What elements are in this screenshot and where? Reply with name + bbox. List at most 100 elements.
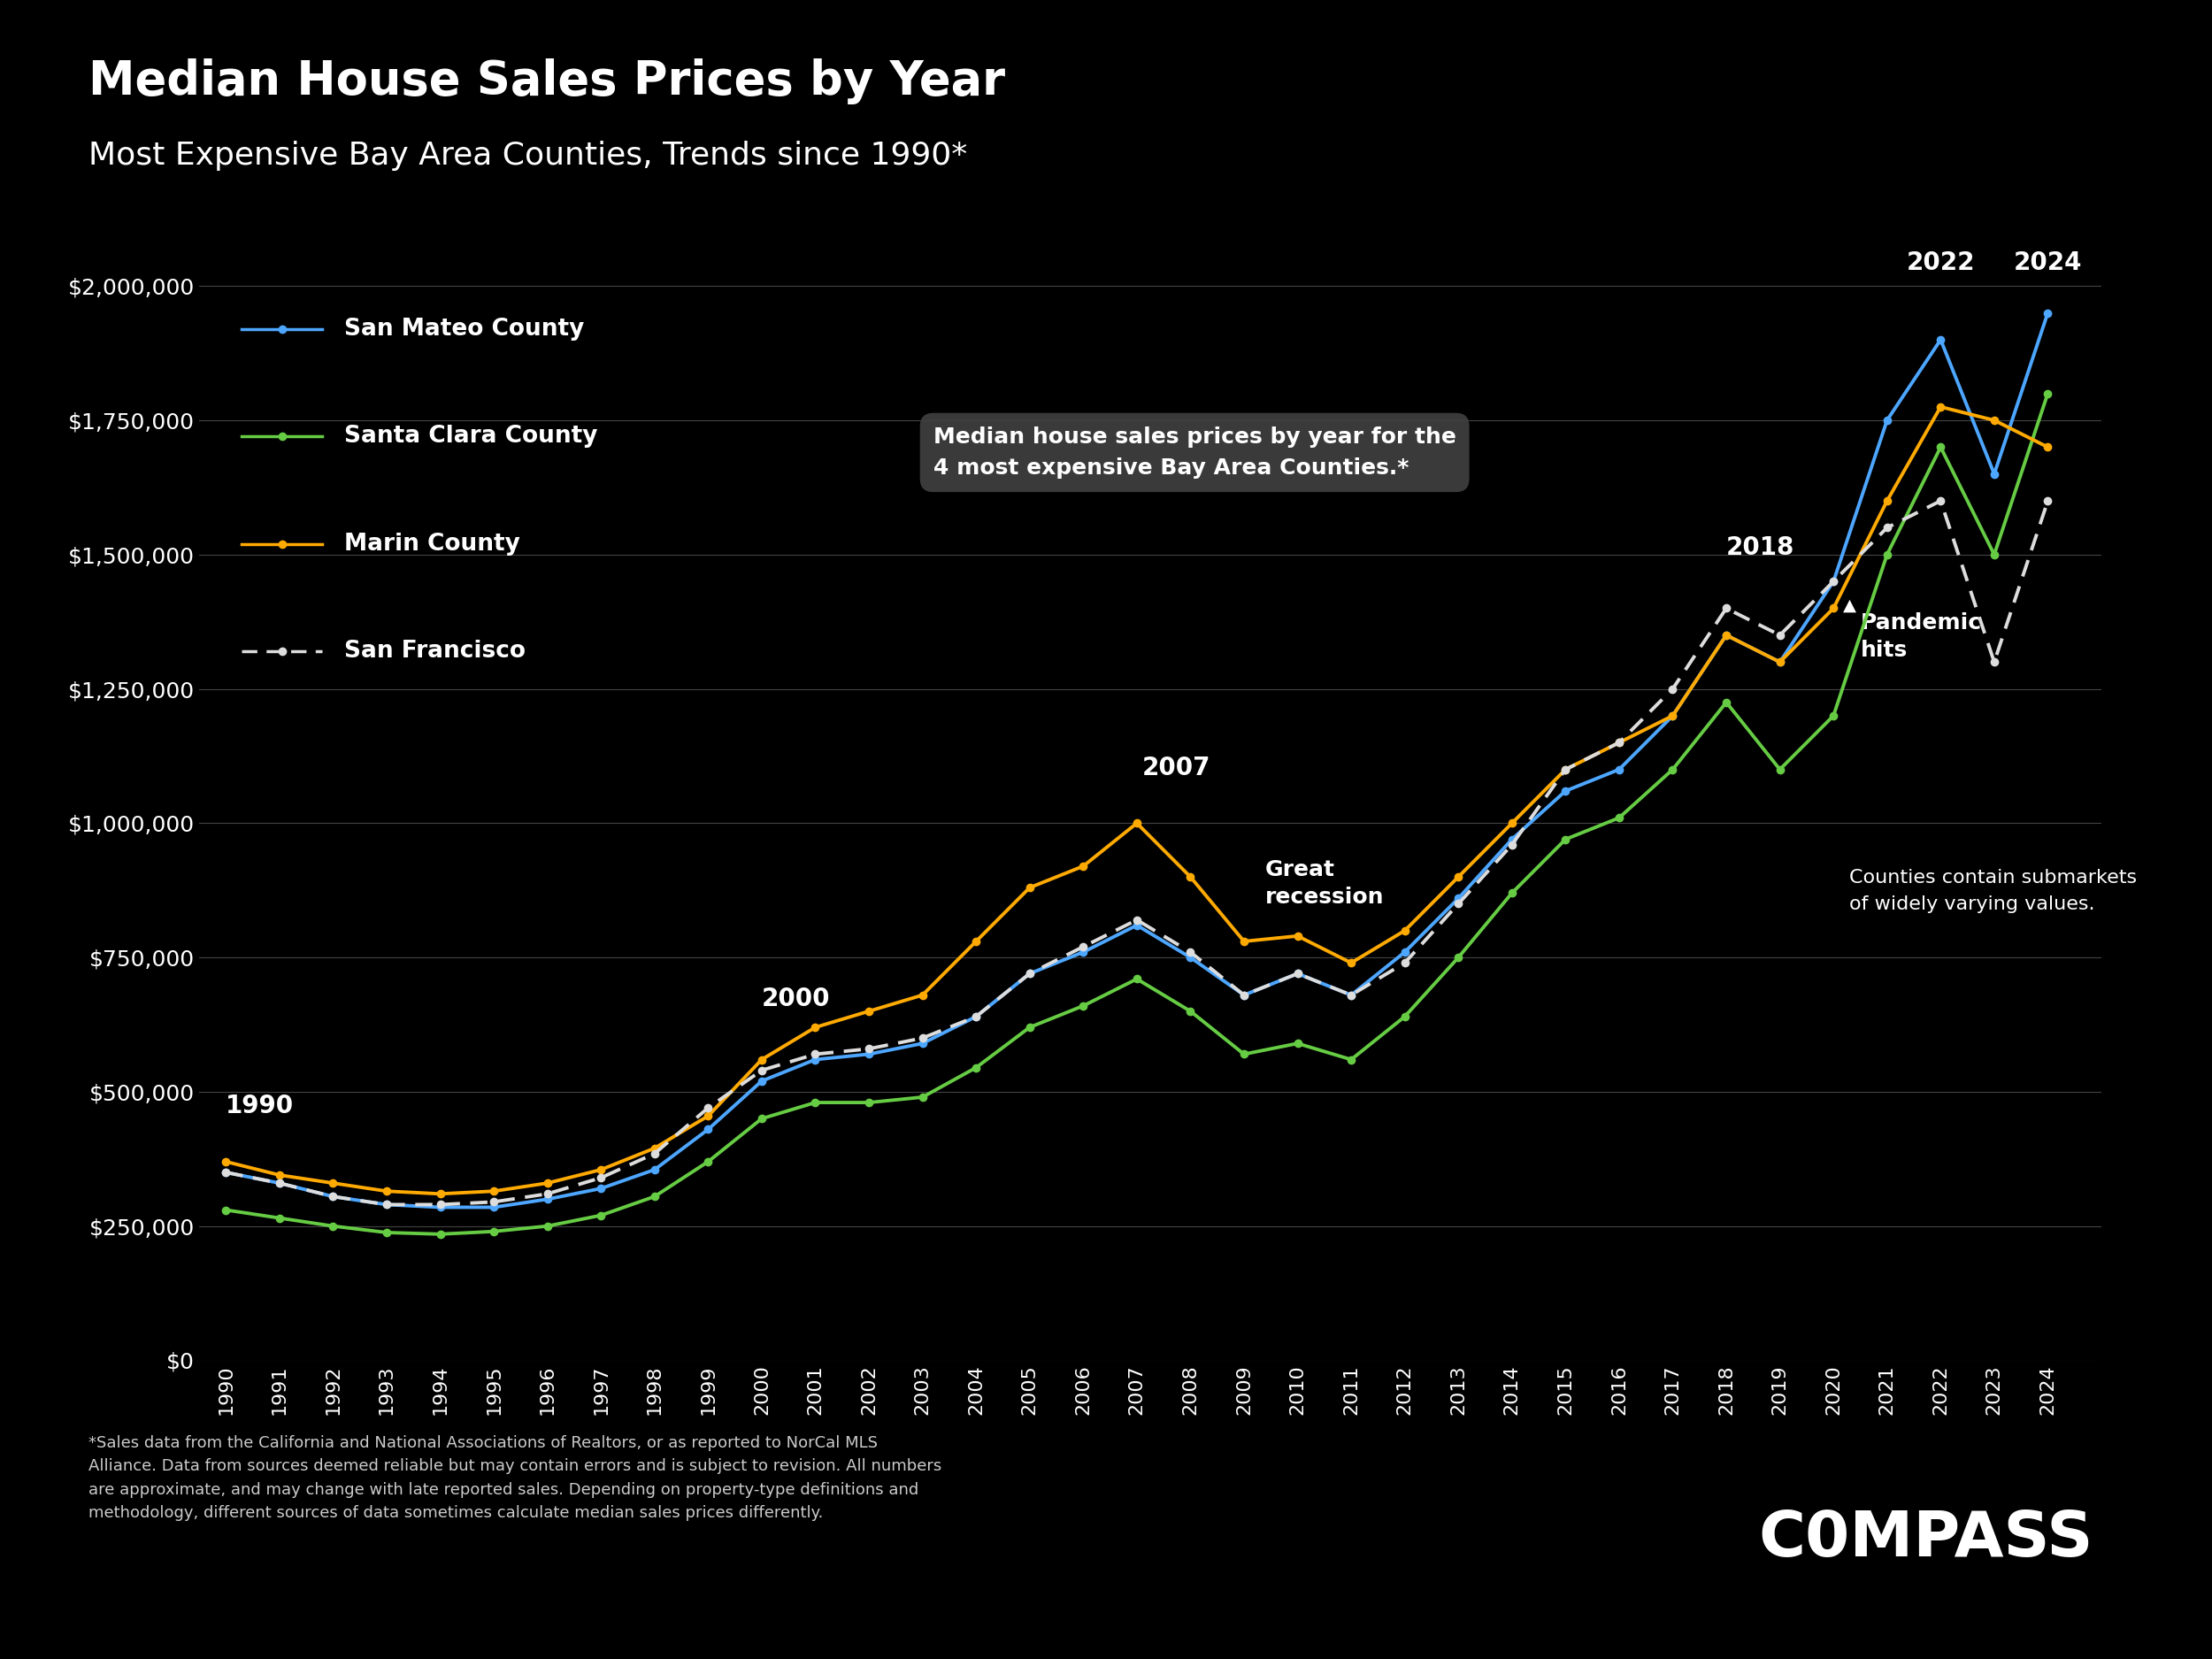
San Francisco [1982, 652, 2008, 672]
Text: Marin County: Marin County [343, 533, 520, 556]
San Francisco [1285, 964, 1312, 984]
San Francisco [1927, 491, 1953, 511]
Santa Clara County [1444, 947, 1471, 967]
Santa Clara County [212, 1199, 239, 1219]
Text: Pandemic
hits: Pandemic hits [1860, 612, 1982, 660]
Line: San Mateo County: San Mateo County [221, 309, 2051, 1211]
Marin County [1820, 599, 1847, 619]
San Mateo County [856, 1044, 883, 1063]
Marin County [1124, 813, 1150, 833]
Text: ▲: ▲ [1843, 597, 1856, 614]
San Mateo County [962, 1007, 989, 1027]
Marin County [1391, 921, 1418, 941]
San Francisco [480, 1191, 507, 1211]
San Mateo County [695, 1120, 721, 1140]
Text: 2000: 2000 [761, 987, 830, 1010]
Marin County [1444, 868, 1471, 888]
San Francisco [374, 1194, 400, 1214]
Santa Clara County [1230, 1044, 1256, 1063]
Marin County [856, 1002, 883, 1022]
Marin County [1553, 760, 1579, 780]
Santa Clara County [480, 1221, 507, 1241]
Santa Clara County [321, 1216, 347, 1236]
San Mateo County [1820, 571, 1847, 591]
Marin County [480, 1181, 507, 1201]
Marin County [265, 1165, 292, 1185]
Santa Clara County [1285, 1034, 1312, 1053]
San Mateo County [748, 1072, 774, 1092]
San Mateo County [1444, 889, 1471, 909]
San Mateo County [1230, 985, 1256, 1005]
Marin County [1500, 813, 1526, 833]
Santa Clara County [1820, 705, 1847, 725]
Text: 1990: 1990 [226, 1093, 294, 1118]
Santa Clara County [533, 1216, 560, 1236]
San Mateo County [1982, 465, 2008, 484]
Text: 2007: 2007 [1141, 755, 1210, 780]
Santa Clara County [1874, 544, 1900, 564]
San Francisco [1606, 733, 1632, 753]
Santa Clara County [856, 1093, 883, 1113]
Marin County [803, 1017, 830, 1037]
Text: 2022: 2022 [1907, 251, 1975, 275]
Marin County [1982, 410, 2008, 430]
Marin County [427, 1185, 453, 1204]
Text: Median House Sales Prices by Year: Median House Sales Prices by Year [88, 58, 1004, 105]
San Francisco [1177, 942, 1203, 962]
Santa Clara County [374, 1223, 400, 1243]
San Francisco [265, 1173, 292, 1193]
San Mateo County [265, 1173, 292, 1193]
San Mateo County [1712, 625, 1739, 645]
San Francisco [1553, 760, 1579, 780]
Santa Clara County [588, 1206, 615, 1226]
San Mateo County [803, 1050, 830, 1070]
San Francisco [1659, 679, 1686, 698]
Marin County [374, 1181, 400, 1201]
San Francisco [856, 1039, 883, 1058]
San Francisco [427, 1194, 453, 1214]
San Mateo County [480, 1198, 507, 1218]
Text: 2018: 2018 [1725, 536, 1794, 559]
San Mateo County [212, 1163, 239, 1183]
Marin County [1927, 397, 1953, 416]
Line: San Francisco: San Francisco [221, 498, 2051, 1208]
Marin County [533, 1173, 560, 1193]
San Mateo County [1553, 781, 1579, 801]
San Francisco [1500, 834, 1526, 854]
Santa Clara County [1391, 1007, 1418, 1027]
Line: Santa Clara County: Santa Clara County [221, 390, 2051, 1238]
San Mateo County [427, 1198, 453, 1218]
San Mateo County [1338, 985, 1365, 1005]
Marin County [1712, 625, 1739, 645]
San Francisco [909, 1029, 936, 1048]
Marin County [1071, 856, 1097, 876]
Santa Clara County [427, 1224, 453, 1244]
Marin County [1338, 952, 1365, 972]
San Francisco [641, 1143, 668, 1163]
San Mateo County [1177, 947, 1203, 967]
Santa Clara County [695, 1151, 721, 1171]
Text: San Francisco: San Francisco [343, 640, 524, 664]
Santa Clara County [803, 1093, 830, 1113]
Santa Clara County [1553, 830, 1579, 849]
San Francisco [803, 1044, 830, 1063]
San Mateo County [1606, 760, 1632, 780]
San Francisco [1712, 599, 1739, 619]
Marin County [1015, 878, 1042, 898]
Marin County [1874, 491, 1900, 511]
Text: Counties contain submarkets
of widely varying values.: Counties contain submarkets of widely va… [1849, 869, 2137, 912]
Santa Clara County [1338, 1050, 1365, 1070]
San Mateo County [909, 1034, 936, 1053]
San Mateo County [1391, 942, 1418, 962]
Santa Clara County [1500, 883, 1526, 902]
San Francisco [588, 1168, 615, 1188]
Santa Clara County [962, 1058, 989, 1078]
Text: 2024: 2024 [2013, 251, 2081, 275]
San Mateo County [1500, 830, 1526, 849]
Santa Clara County [1982, 544, 2008, 564]
Text: *Sales data from the California and National Associations of Realtors, or as rep: *Sales data from the California and Nati… [88, 1435, 942, 1521]
San Mateo County [1124, 916, 1150, 936]
Marin County [588, 1160, 615, 1180]
Marin County [1177, 868, 1203, 888]
Santa Clara County [265, 1208, 292, 1228]
